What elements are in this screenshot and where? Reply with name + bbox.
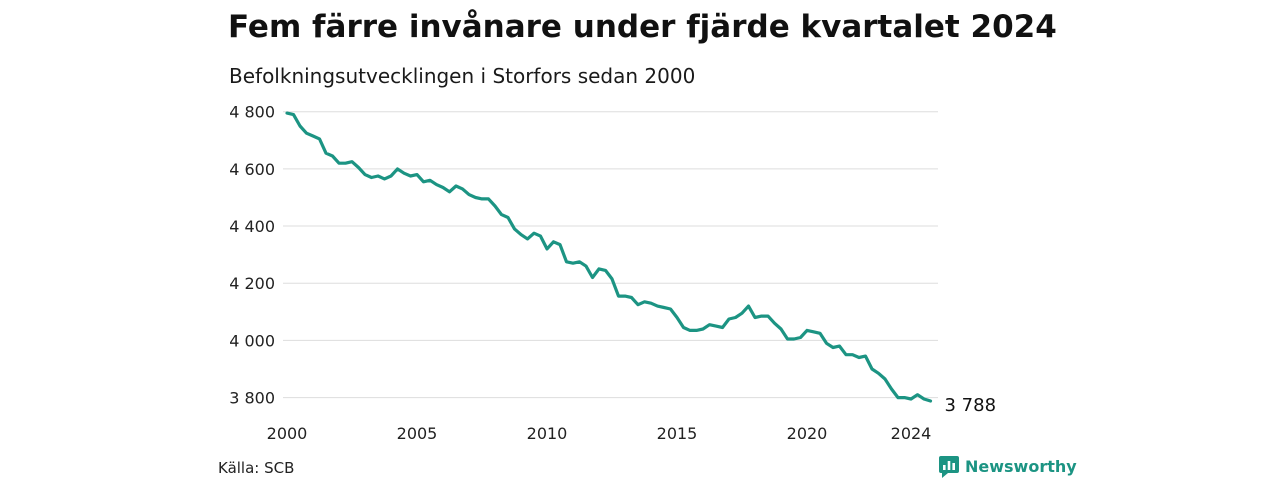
x-tick-label: 2020 bbox=[787, 424, 828, 443]
source-note: Källa: SCB bbox=[218, 459, 295, 477]
chart-title: Fem färre invånare under fjärde kvartale… bbox=[228, 9, 1057, 45]
y-tick-label: 4 400 bbox=[229, 217, 275, 236]
x-tick-label: 2010 bbox=[527, 424, 568, 443]
brand-name: Newsworthy bbox=[965, 457, 1077, 476]
last-value-label: 3 788 bbox=[945, 395, 997, 416]
y-tick-label: 4 000 bbox=[229, 331, 275, 350]
brand-logo: Newsworthy bbox=[939, 456, 1077, 478]
chart-subtitle: Befolkningsutvecklingen i Storfors sedan… bbox=[229, 64, 696, 88]
x-axis-ticks: 2000 2005 2010 2015 2020 2024 bbox=[267, 424, 932, 443]
population-line bbox=[285, 111, 933, 403]
x-tick-label: 2024 bbox=[891, 424, 932, 443]
y-tick-label: 4 200 bbox=[229, 274, 275, 293]
bar-chart-logo-icon bbox=[939, 456, 959, 478]
y-tick-label: 4 600 bbox=[229, 160, 275, 179]
x-tick-label: 2000 bbox=[267, 424, 308, 443]
grid-lines bbox=[283, 111, 938, 399]
y-axis-ticks: 3 800 4 000 4 200 4 400 4 600 4 800 bbox=[229, 103, 275, 408]
x-tick-label: 2005 bbox=[397, 424, 438, 443]
y-tick-label: 4 800 bbox=[229, 103, 275, 122]
y-tick-label: 3 800 bbox=[229, 389, 275, 408]
x-tick-label: 2015 bbox=[657, 424, 698, 443]
